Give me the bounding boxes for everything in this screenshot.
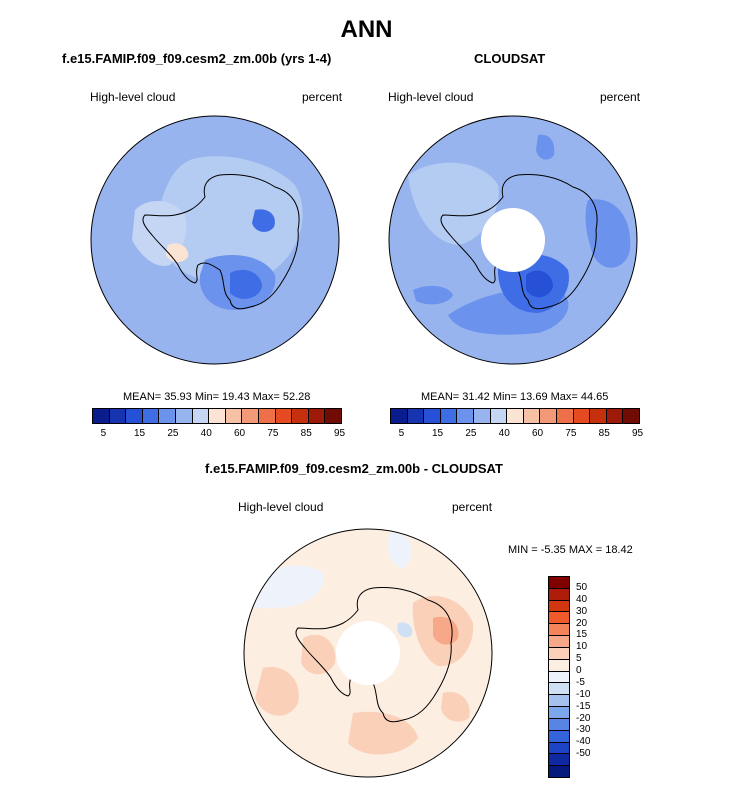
colorbar-tick-label: 5 — [576, 653, 582, 665]
colorbar-tick-label: 15 — [134, 428, 146, 439]
colorbar-swatch — [159, 409, 176, 423]
units-label-model: percent — [302, 90, 343, 104]
colorbar-swatch — [549, 695, 569, 708]
colorbar-tick-label: 20 — [576, 617, 588, 629]
stats-obs: MEAN= 31.42 Min= 13.69 Max= 44.65 — [421, 391, 609, 403]
colorbar-tick-label: -5 — [576, 676, 585, 688]
panel-title-model: f.e15.FAMIP.f09_f09.cesm2_zm.00b (yrs 1-… — [62, 51, 332, 66]
colorbar-tick-label: -50 — [576, 748, 591, 760]
colorbar-tick-label: 15 — [432, 428, 444, 439]
polar-map-obs — [388, 115, 638, 365]
colorbar-swatch — [549, 577, 569, 589]
colorbar-swatch — [549, 612, 569, 625]
colorbar-swatch — [440, 409, 458, 423]
colorbar-swatch — [275, 409, 293, 423]
colorbar-tick-label: -20 — [576, 712, 591, 724]
units-label-diff: percent — [452, 500, 493, 514]
colorbar-swatch — [308, 409, 326, 423]
stats-model: MEAN= 35.93 Min= 19.43 Max= 52.28 — [123, 391, 311, 403]
panel-title-diff: f.e15.FAMIP.f09_f09.cesm2_zm.00b - CLOUD… — [205, 461, 503, 476]
colorbar-tick-label: 5 — [398, 428, 405, 439]
colorbar-swatch — [549, 671, 569, 684]
colorbar-swatch — [549, 683, 569, 696]
colorbar-tick-label: -40 — [576, 736, 591, 748]
colorbar-swatch — [325, 409, 341, 423]
colorbar-tick-label: 25 — [167, 428, 179, 439]
polar-map-model — [90, 115, 340, 365]
colorbar-tick-label: 30 — [576, 605, 588, 617]
colorbar-swatch — [549, 588, 569, 601]
figure-title: ANN — [340, 16, 393, 43]
colorbar-tick-label: 10 — [576, 641, 588, 653]
colorbar-swatch — [549, 636, 569, 648]
colorbar-tick-label: 75 — [267, 428, 279, 439]
colorbar-swatch — [242, 409, 259, 423]
colorbar-tick-label: -30 — [576, 724, 591, 736]
colorbar-swatch — [549, 742, 569, 755]
polar-map-diff — [243, 528, 493, 778]
colorbar-tick-label: 60 — [532, 428, 544, 439]
colorbar-swatch — [93, 409, 110, 423]
colorbar-swatch — [175, 409, 193, 423]
colorbar-tick-label: -10 — [576, 688, 591, 700]
colorbar-diff — [548, 576, 570, 778]
colorbar-swatch — [540, 409, 557, 423]
colorbar-swatch — [457, 409, 474, 423]
colorbar-tick-label: 40 — [576, 593, 588, 605]
colorbar-tick-label: 50 — [576, 581, 588, 593]
colorbar-tick-label: 25 — [465, 428, 477, 439]
colorbar-obs — [390, 408, 640, 424]
colorbar-swatch — [573, 409, 591, 423]
colorbar-swatch — [225, 409, 243, 423]
colorbar-tick-label: 85 — [300, 428, 312, 439]
colorbar-swatch — [209, 409, 226, 423]
colorbar-swatch — [549, 647, 569, 660]
colorbar-swatch — [142, 409, 160, 423]
colorbar-swatch — [549, 766, 569, 778]
colorbar-swatch — [292, 409, 309, 423]
colorbar-tick-label: 5 — [100, 428, 107, 439]
colorbar-swatch — [549, 659, 569, 672]
colorbar-swatch — [549, 624, 569, 637]
colorbar-swatch — [192, 409, 210, 423]
colorbar-tick-label: 75 — [565, 428, 577, 439]
colorbar-swatch — [556, 409, 574, 423]
panel-title-obs: CLOUDSAT — [474, 51, 546, 66]
colorbar-tick-label: 95 — [334, 428, 346, 439]
colorbar-tick-label: 15 — [576, 629, 588, 641]
colorbar-swatch — [473, 409, 491, 423]
variable-label-obs: High-level cloud — [388, 90, 474, 104]
colorbar-swatch — [258, 409, 276, 423]
colorbar-swatch — [590, 409, 607, 423]
colorbar-tick-label: 85 — [598, 428, 610, 439]
colorbar-swatch — [606, 409, 624, 423]
variable-label-diff: High-level cloud — [238, 500, 324, 514]
colorbar-swatch — [549, 730, 569, 743]
variable-label-model: High-level cloud — [90, 90, 176, 104]
colorbar-swatch — [490, 409, 508, 423]
colorbar-swatch — [391, 409, 408, 423]
colorbar-tick-label: -15 — [576, 700, 591, 712]
colorbar-swatch — [407, 409, 425, 423]
colorbar-swatch — [523, 409, 541, 423]
colorbar-swatch — [549, 707, 569, 719]
colorbar-swatch — [126, 409, 143, 423]
colorbar-swatch — [424, 409, 441, 423]
units-label-obs: percent — [600, 90, 641, 104]
stats-diff: MIN = -5.35 MAX = 18.42 — [508, 544, 633, 556]
colorbar-tick-label: 0 — [576, 665, 582, 677]
colorbar-swatch — [549, 718, 569, 731]
colorbar-swatch — [507, 409, 524, 423]
colorbar-tick-label: 40 — [200, 428, 212, 439]
colorbar-swatch — [623, 409, 639, 423]
colorbar-tick-label: 95 — [632, 428, 644, 439]
colorbar-tick-label: 60 — [234, 428, 246, 439]
colorbar-model — [92, 408, 342, 424]
colorbar-tick-label: 40 — [498, 428, 510, 439]
colorbar-swatch — [109, 409, 127, 423]
colorbar-swatch — [549, 754, 569, 767]
colorbar-swatch — [549, 600, 569, 613]
